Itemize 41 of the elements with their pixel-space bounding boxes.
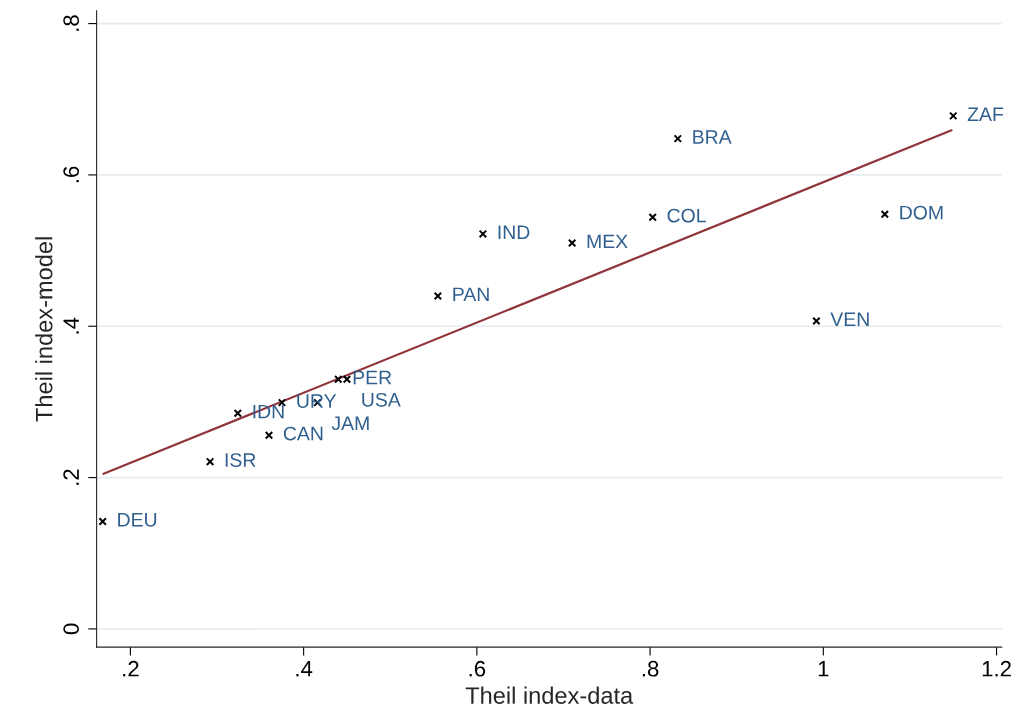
- point: [433, 291, 443, 301]
- annotation: CAN: [283, 426, 323, 441]
- y-axis-title: Theil index-model: [35, 237, 53, 422]
- annotation: COL: [667, 208, 706, 223]
- annotation: DEU: [118, 513, 157, 527]
- annotation: USA: [362, 392, 401, 407]
- x-tick-label: .6: [469, 660, 486, 677]
- point: [205, 457, 215, 466]
- annotation: IDN: [253, 404, 284, 419]
- point: [648, 213, 657, 222]
- annotation: DOM: [900, 205, 943, 220]
- annotation: VEN: [830, 312, 869, 326]
- point: [233, 409, 243, 418]
- point: [880, 210, 890, 219]
- x-axis-title: Theil index-data: [465, 686, 634, 704]
- x-tick-label: 1.2: [982, 660, 1011, 677]
- x-tick-label: .2: [123, 660, 139, 677]
- annotation: PER: [353, 370, 392, 385]
- x-tick-label: .4: [296, 661, 313, 677]
- x-tick-label: .8: [642, 660, 659, 677]
- x-tick-label: 1: [818, 661, 829, 677]
- annotation: ISR: [225, 453, 256, 467]
- point: [98, 517, 107, 526]
- y-tick-label: 0: [63, 623, 80, 635]
- y-tick-label: .6: [63, 166, 80, 183]
- annotation: IND: [498, 225, 530, 239]
- point: [949, 111, 958, 121]
- y-tick-label: .2: [63, 469, 79, 485]
- y-tick-label: .4: [63, 317, 79, 334]
- annotation: URY: [297, 394, 337, 408]
- point: [264, 430, 274, 440]
- annotation: BRA: [693, 130, 732, 144]
- annotation: PAN: [453, 287, 489, 302]
- point: [478, 229, 488, 239]
- point: [567, 238, 577, 248]
- point: [673, 134, 683, 143]
- annotation: ZAF: [967, 107, 1004, 121]
- annotation: JAM: [331, 416, 369, 431]
- annotation: MEX: [587, 234, 628, 249]
- point: [812, 316, 821, 326]
- y-tick-label: .8: [63, 15, 80, 31]
